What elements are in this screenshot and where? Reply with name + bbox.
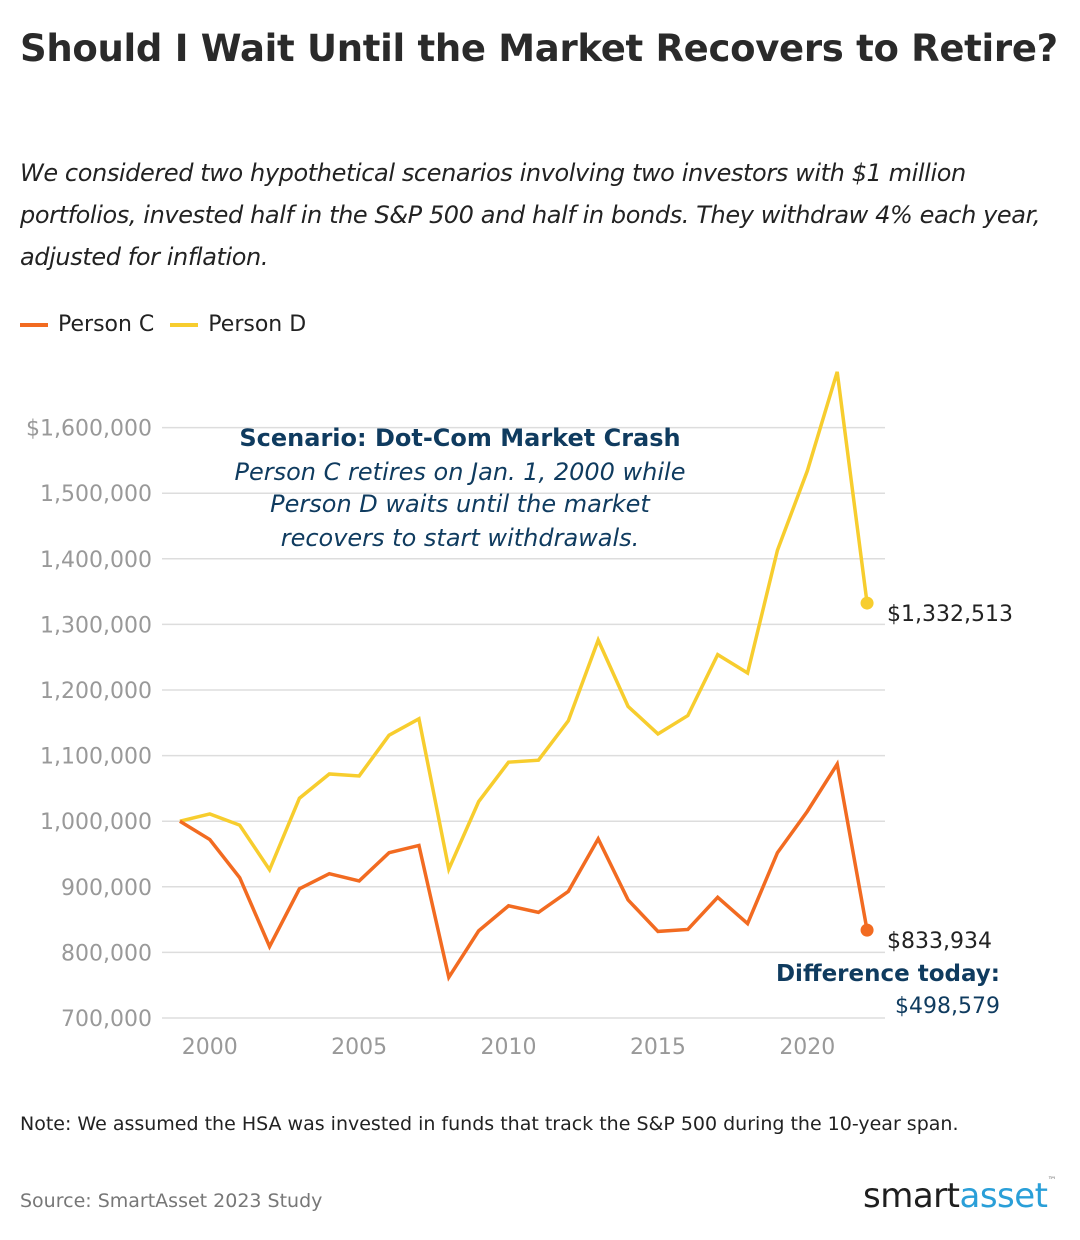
- annotations: Scenario: Dot-Com Market Crash Person C …: [235, 424, 1000, 1019]
- legend-item-person-d: Person D: [170, 312, 306, 337]
- scenario-line-2: Person D waits until the market: [270, 490, 651, 518]
- legend-item-person-c: Person C: [20, 312, 154, 337]
- y-tick-label: 800,000: [61, 941, 152, 966]
- y-tick-label: 1,000,000: [40, 810, 152, 835]
- scenario-line-1: Person C retires on Jan. 1, 2000 while: [235, 458, 686, 486]
- x-tick-label: 2010: [481, 1035, 537, 1060]
- x-tick-label: 2015: [630, 1035, 686, 1060]
- endpoint-dot-person-c: [860, 923, 874, 937]
- y-tick-label: $1,600,000: [26, 417, 152, 442]
- scenario-line-3: recovers to start withdrawals.: [281, 524, 640, 552]
- y-tick-label: 1,500,000: [40, 482, 152, 507]
- legend-label-person-c: Person C: [58, 312, 155, 337]
- difference-value: $498,579: [895, 994, 1000, 1019]
- legend: Person C Person D: [20, 312, 322, 337]
- legend-swatch-person-d: [170, 322, 199, 327]
- chart-subtitle: We considered two hypothetical scenarios…: [20, 159, 1041, 271]
- y-tick-label: 1,200,000: [40, 679, 152, 704]
- y-tick-label: 700,000: [61, 1007, 152, 1032]
- x-tick-label: 2005: [331, 1035, 387, 1060]
- line-chart: 700,000 800,000 900,000 1,000,000 1,100,000 1…: [26, 371, 1013, 1060]
- y-axis-ticks: 700,000 800,000 900,000 1,000,000 1,100,000 1…: [26, 417, 152, 1032]
- series-line-person-c: [179, 759, 869, 982]
- legend-swatch-person-c: [20, 322, 48, 327]
- x-axis-ticks: 2000 2005 2010 2015 2020: [182, 1035, 836, 1060]
- footnote: Note: We assumed the HSA was invested in…: [20, 1113, 959, 1135]
- x-tick-label: 2000: [182, 1035, 238, 1060]
- endpoint-label-person-d: $1,332,513: [887, 602, 1013, 627]
- x-tick-label: 2020: [779, 1035, 835, 1060]
- legend-label-person-d: Person D: [208, 312, 307, 337]
- y-tick-label: 1,400,000: [40, 548, 152, 573]
- source-label: Source: SmartAsset 2023 Study: [20, 1190, 323, 1212]
- endpoint-dot-person-d: [860, 596, 874, 610]
- y-tick-label: 1,300,000: [40, 613, 152, 638]
- y-tick-label: 1,100,000: [40, 745, 152, 770]
- series-endpoints: $1,332,513 $833,934: [860, 596, 1013, 954]
- gridlines: [162, 426, 885, 1019]
- scenario-title: Scenario: Dot-Com Market Crash: [239, 424, 680, 452]
- series-lines: [179, 371, 869, 982]
- endpoint-label-person-c: $833,934: [887, 929, 992, 954]
- series-line-person-d: [179, 371, 869, 875]
- difference-label: Difference today:: [776, 961, 1000, 987]
- chart-title: Should I Wait Until the Market Recovers …: [20, 27, 1058, 70]
- y-tick-label: 900,000: [61, 876, 152, 901]
- smartasset-logo: smartasset™: [863, 1176, 1056, 1216]
